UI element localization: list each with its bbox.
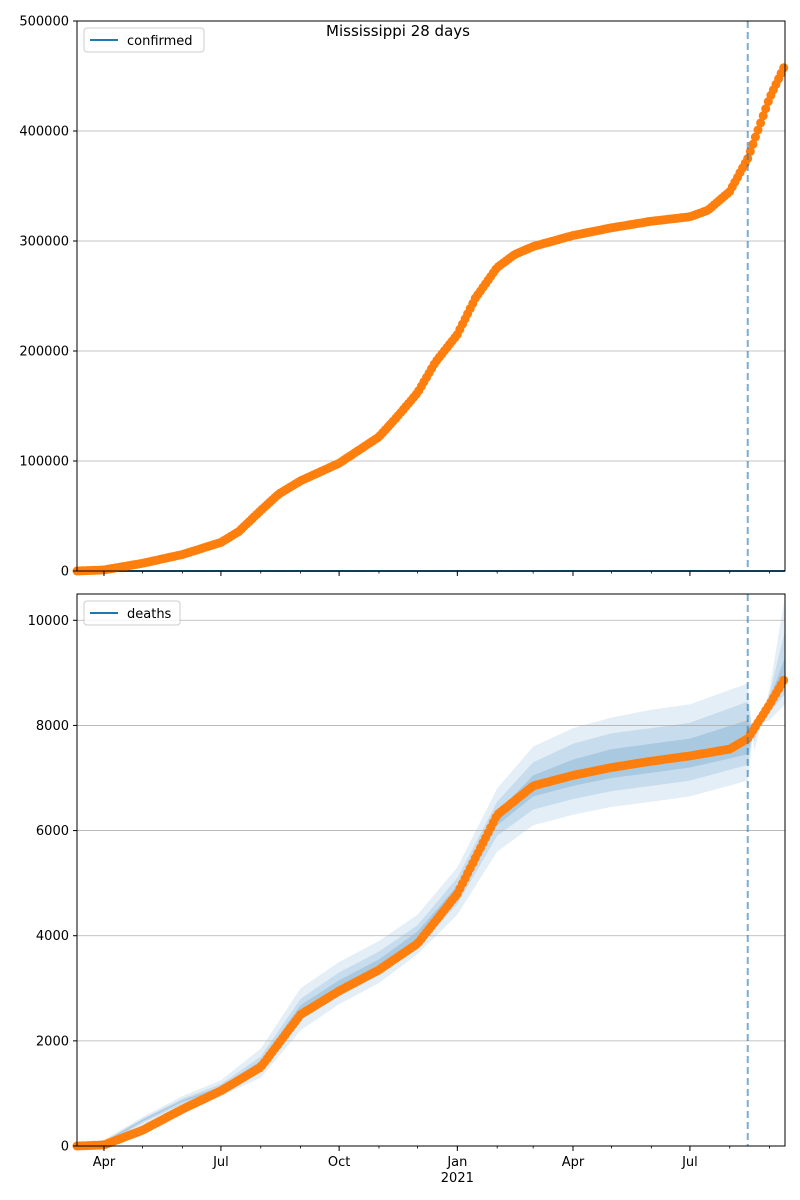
data-point bbox=[779, 675, 789, 685]
data-point bbox=[753, 125, 763, 135]
y-tick-label: 300000 bbox=[19, 235, 69, 250]
deaths-panel: 0 2000 4000 6000 8000 10000 Apr Jul Oct Jan Apr Ju… bbox=[28, 593, 789, 1186]
x-tick-label: Jul bbox=[212, 1155, 229, 1170]
data-point bbox=[758, 111, 768, 121]
x-tick-label: Apr bbox=[562, 1155, 585, 1170]
confirmed-axes-frame bbox=[76, 20, 786, 572]
chart-title: Mississippi 28 days bbox=[326, 22, 470, 40]
legend-label-deaths: deaths bbox=[127, 607, 172, 622]
confirmed-legend: confirmed bbox=[83, 27, 205, 53]
y-tick-label: 0 bbox=[61, 1140, 69, 1155]
data-point bbox=[756, 118, 766, 128]
y-tick-label: 100000 bbox=[19, 455, 69, 470]
y-tick-label: 200000 bbox=[19, 345, 69, 360]
y-tick-label: 500000 bbox=[19, 15, 69, 30]
data-point bbox=[779, 63, 789, 73]
data-point bbox=[761, 104, 771, 114]
uncertainty-band-1 bbox=[77, 630, 785, 1146]
x-tick-label: Jul bbox=[681, 1155, 698, 1170]
y-tick-label: 2000 bbox=[36, 1034, 69, 1049]
legend-label-confirmed: confirmed bbox=[127, 34, 193, 49]
data-point bbox=[748, 139, 758, 149]
y-tick-label: 400000 bbox=[19, 125, 69, 140]
x-tick-label: Jan bbox=[446, 1155, 467, 1170]
x-axis-year-label: 2021 bbox=[441, 1171, 474, 1186]
y-tick-label: 6000 bbox=[36, 824, 69, 839]
confirmed-panel: 0 100000 200000 300000 400000 500000 confirme… bbox=[19, 15, 789, 580]
y-tick-label: 4000 bbox=[36, 929, 69, 944]
y-tick-label: 8000 bbox=[36, 719, 69, 734]
confirmed-grid bbox=[77, 130, 785, 462]
deaths-axes-frame bbox=[76, 593, 786, 1147]
y-tick-label: 0 bbox=[61, 565, 69, 580]
deaths-grid bbox=[77, 619, 785, 1042]
data-point bbox=[750, 132, 760, 142]
uncertainty-band-0 bbox=[77, 596, 785, 1146]
x-tick-label: Oct bbox=[328, 1155, 350, 1170]
y-tick-label: 10000 bbox=[28, 614, 69, 629]
x-tick-label: Apr bbox=[93, 1155, 116, 1170]
deaths-legend: deaths bbox=[83, 600, 181, 626]
